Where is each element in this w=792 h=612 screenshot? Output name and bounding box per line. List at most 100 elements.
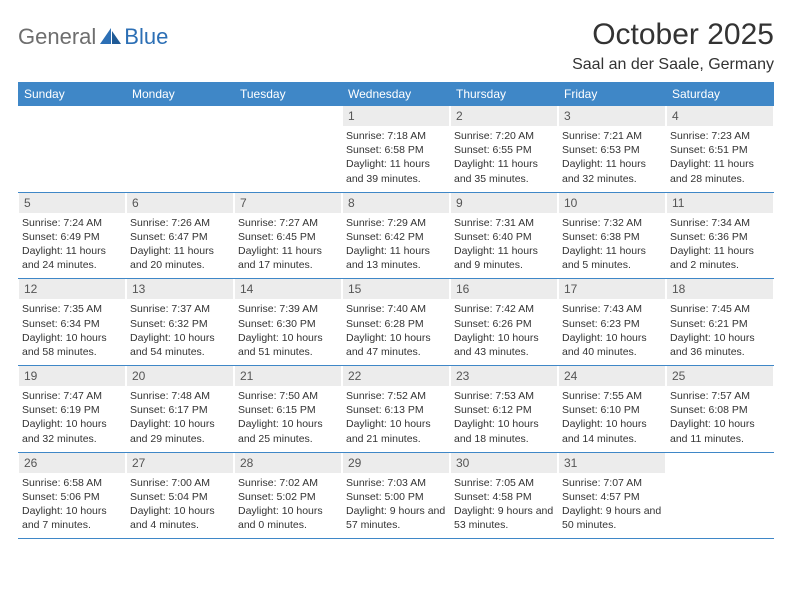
sunrise-line: Sunrise: 7:34 AM bbox=[667, 216, 773, 230]
day-number: 9 bbox=[451, 193, 557, 213]
calendar-day: 11Sunrise: 7:34 AMSunset: 6:36 PMDayligh… bbox=[666, 193, 774, 279]
calendar-day: 26Sunrise: 6:58 AMSunset: 5:06 PMDayligh… bbox=[18, 453, 126, 539]
daylight-line: Daylight: 10 hours and 29 minutes. bbox=[127, 417, 233, 445]
sunrise-line: Sunrise: 7:40 AM bbox=[343, 302, 449, 316]
calendar-day: 25Sunrise: 7:57 AMSunset: 6:08 PMDayligh… bbox=[666, 366, 774, 452]
day-number: 21 bbox=[235, 366, 341, 386]
calendar-day bbox=[666, 453, 774, 539]
day-header: Wednesday bbox=[342, 82, 450, 106]
calendar-day bbox=[126, 106, 234, 192]
calendar-day: 7Sunrise: 7:27 AMSunset: 6:45 PMDaylight… bbox=[234, 193, 342, 279]
sunset-line: Sunset: 6:38 PM bbox=[559, 230, 665, 244]
day-number: 29 bbox=[343, 453, 449, 473]
day-number: 5 bbox=[19, 193, 125, 213]
day-number: 19 bbox=[19, 366, 125, 386]
sunset-line: Sunset: 4:57 PM bbox=[559, 490, 665, 504]
sunset-line: Sunset: 6:23 PM bbox=[559, 317, 665, 331]
day-number: 18 bbox=[667, 279, 773, 299]
sunset-line: Sunset: 6:32 PM bbox=[127, 317, 233, 331]
day-number: 13 bbox=[127, 279, 233, 299]
month-title: October 2025 bbox=[572, 18, 774, 52]
sunrise-line: Sunrise: 7:32 AM bbox=[559, 216, 665, 230]
calendar-day: 12Sunrise: 7:35 AMSunset: 6:34 PMDayligh… bbox=[18, 279, 126, 365]
location: Saal an der Saale, Germany bbox=[572, 56, 774, 74]
sunset-line: Sunset: 6:12 PM bbox=[451, 403, 557, 417]
daylight-line: Daylight: 10 hours and 54 minutes. bbox=[127, 331, 233, 359]
day-number: 16 bbox=[451, 279, 557, 299]
sunrise-line: Sunrise: 7:31 AM bbox=[451, 216, 557, 230]
daylight-line: Daylight: 11 hours and 17 minutes. bbox=[235, 244, 341, 272]
sunrise-line: Sunrise: 7:42 AM bbox=[451, 302, 557, 316]
day-header: Tuesday bbox=[234, 82, 342, 106]
calendar-day: 8Sunrise: 7:29 AMSunset: 6:42 PMDaylight… bbox=[342, 193, 450, 279]
daylight-line: Daylight: 9 hours and 57 minutes. bbox=[343, 504, 449, 532]
calendar-day: 30Sunrise: 7:05 AMSunset: 4:58 PMDayligh… bbox=[450, 453, 558, 539]
day-number: 22 bbox=[343, 366, 449, 386]
calendar-day: 18Sunrise: 7:45 AMSunset: 6:21 PMDayligh… bbox=[666, 279, 774, 365]
logo-text-general: General bbox=[18, 24, 96, 50]
sunset-line: Sunset: 6:10 PM bbox=[559, 403, 665, 417]
calendar-day bbox=[234, 106, 342, 192]
daylight-line: Daylight: 11 hours and 9 minutes. bbox=[451, 244, 557, 272]
header: General Blue October 2025 Saal an der Sa… bbox=[18, 18, 774, 74]
logo: General Blue bbox=[18, 24, 168, 50]
calendar-week: 26Sunrise: 6:58 AMSunset: 5:06 PMDayligh… bbox=[18, 453, 774, 540]
sunrise-line: Sunrise: 7:53 AM bbox=[451, 389, 557, 403]
daylight-line: Daylight: 11 hours and 28 minutes. bbox=[667, 157, 773, 185]
calendar-week: 1Sunrise: 7:18 AMSunset: 6:58 PMDaylight… bbox=[18, 106, 774, 193]
daylight-line: Daylight: 11 hours and 13 minutes. bbox=[343, 244, 449, 272]
calendar-week: 5Sunrise: 7:24 AMSunset: 6:49 PMDaylight… bbox=[18, 193, 774, 280]
calendar-body: 1Sunrise: 7:18 AMSunset: 6:58 PMDaylight… bbox=[18, 106, 774, 539]
sunset-line: Sunset: 6:30 PM bbox=[235, 317, 341, 331]
calendar: SundayMondayTuesdayWednesdayThursdayFrid… bbox=[18, 82, 774, 539]
calendar-day: 17Sunrise: 7:43 AMSunset: 6:23 PMDayligh… bbox=[558, 279, 666, 365]
day-number: 26 bbox=[19, 453, 125, 473]
day-number: 14 bbox=[235, 279, 341, 299]
sunset-line: Sunset: 6:15 PM bbox=[235, 403, 341, 417]
daylight-line: Daylight: 10 hours and 11 minutes. bbox=[667, 417, 773, 445]
daylight-line: Daylight: 11 hours and 2 minutes. bbox=[667, 244, 773, 272]
daylight-line: Daylight: 9 hours and 50 minutes. bbox=[559, 504, 665, 532]
day-number: 27 bbox=[127, 453, 233, 473]
daylight-line: Daylight: 10 hours and 21 minutes. bbox=[343, 417, 449, 445]
sunset-line: Sunset: 6:47 PM bbox=[127, 230, 233, 244]
sunrise-line: Sunrise: 7:35 AM bbox=[19, 302, 125, 316]
title-block: October 2025 Saal an der Saale, Germany bbox=[572, 18, 774, 74]
sunset-line: Sunset: 6:55 PM bbox=[451, 143, 557, 157]
day-header: Thursday bbox=[450, 82, 558, 106]
daylight-line: Daylight: 10 hours and 51 minutes. bbox=[235, 331, 341, 359]
calendar-day: 1Sunrise: 7:18 AMSunset: 6:58 PMDaylight… bbox=[342, 106, 450, 192]
day-number: 23 bbox=[451, 366, 557, 386]
calendar-day bbox=[18, 106, 126, 192]
calendar-day: 2Sunrise: 7:20 AMSunset: 6:55 PMDaylight… bbox=[450, 106, 558, 192]
day-number: 25 bbox=[667, 366, 773, 386]
sunset-line: Sunset: 6:58 PM bbox=[343, 143, 449, 157]
daylight-line: Daylight: 10 hours and 4 minutes. bbox=[127, 504, 233, 532]
daylight-line: Daylight: 9 hours and 53 minutes. bbox=[451, 504, 557, 532]
day-number: 28 bbox=[235, 453, 341, 473]
daylight-line: Daylight: 10 hours and 36 minutes. bbox=[667, 331, 773, 359]
calendar-day: 4Sunrise: 7:23 AMSunset: 6:51 PMDaylight… bbox=[666, 106, 774, 192]
sunrise-line: Sunrise: 7:18 AM bbox=[343, 129, 449, 143]
calendar-week: 19Sunrise: 7:47 AMSunset: 6:19 PMDayligh… bbox=[18, 366, 774, 453]
sunrise-line: Sunrise: 7:57 AM bbox=[667, 389, 773, 403]
day-number: 4 bbox=[667, 106, 773, 126]
daylight-line: Daylight: 10 hours and 40 minutes. bbox=[559, 331, 665, 359]
day-headers-row: SundayMondayTuesdayWednesdayThursdayFrid… bbox=[18, 82, 774, 106]
sunrise-line: Sunrise: 7:05 AM bbox=[451, 476, 557, 490]
daylight-line: Daylight: 11 hours and 39 minutes. bbox=[343, 157, 449, 185]
sunrise-line: Sunrise: 7:20 AM bbox=[451, 129, 557, 143]
daylight-line: Daylight: 10 hours and 7 minutes. bbox=[19, 504, 125, 532]
calendar-day: 9Sunrise: 7:31 AMSunset: 6:40 PMDaylight… bbox=[450, 193, 558, 279]
sunrise-line: Sunrise: 7:27 AM bbox=[235, 216, 341, 230]
sunset-line: Sunset: 6:42 PM bbox=[343, 230, 449, 244]
day-number: 15 bbox=[343, 279, 449, 299]
calendar-week: 12Sunrise: 7:35 AMSunset: 6:34 PMDayligh… bbox=[18, 279, 774, 366]
sunset-line: Sunset: 6:28 PM bbox=[343, 317, 449, 331]
calendar-day: 5Sunrise: 7:24 AMSunset: 6:49 PMDaylight… bbox=[18, 193, 126, 279]
daylight-line: Daylight: 10 hours and 25 minutes. bbox=[235, 417, 341, 445]
sunrise-line: Sunrise: 7:55 AM bbox=[559, 389, 665, 403]
sunrise-line: Sunrise: 7:45 AM bbox=[667, 302, 773, 316]
calendar-day: 14Sunrise: 7:39 AMSunset: 6:30 PMDayligh… bbox=[234, 279, 342, 365]
calendar-day: 21Sunrise: 7:50 AMSunset: 6:15 PMDayligh… bbox=[234, 366, 342, 452]
